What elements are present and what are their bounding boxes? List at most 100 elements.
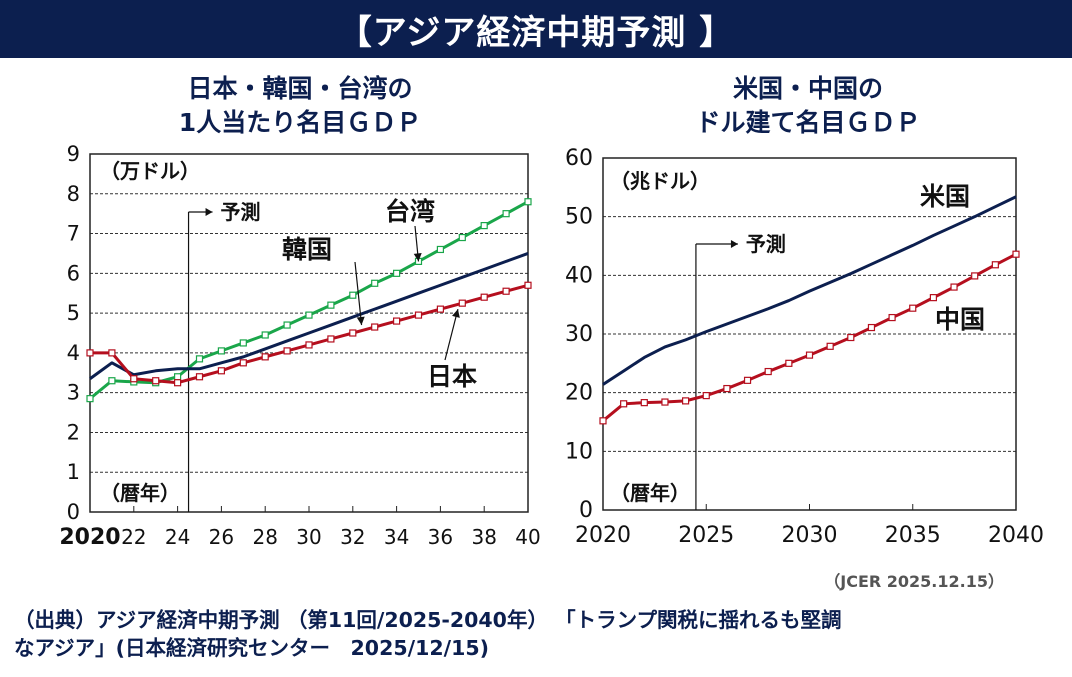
label-pointer-arrowhead xyxy=(452,309,460,318)
y-tick-label: 8 xyxy=(67,182,80,206)
x-unit-label: （暦年） xyxy=(610,481,690,505)
data-point-日本 xyxy=(349,329,357,337)
source-note: （出典）アジア経済中期予測 （第11回/2025-2040年） 「トランプ関税に… xyxy=(14,606,1064,662)
label-pointer-arrowhead xyxy=(356,316,365,326)
data-point-台湾 xyxy=(174,373,182,381)
data-point-台湾 xyxy=(371,279,379,287)
data-point-中国 xyxy=(723,384,731,393)
forecast-arrowhead xyxy=(205,208,213,216)
data-point-日本 xyxy=(436,305,444,313)
data-point-台湾 xyxy=(458,233,466,242)
series-line-米国 xyxy=(602,195,1017,386)
y-tick-label: 7 xyxy=(67,222,80,246)
data-point-日本 xyxy=(217,367,225,375)
banner-title: 【アジア経済中期予測 】 xyxy=(337,12,735,53)
y-tick-label: 2 xyxy=(67,420,80,444)
data-point-日本 xyxy=(480,293,488,301)
y-tick-label: 0 xyxy=(67,500,80,524)
left-chart-title: 日本・韓国・台湾の 1人当たり名目ＧＤＰ xyxy=(95,72,505,140)
forecast-label: 予測 xyxy=(746,232,786,256)
right-chart-title-line2: ドル建て名目ＧＤＰ xyxy=(695,108,921,137)
y-tick-label: 50 xyxy=(565,205,593,230)
data-point-日本 xyxy=(327,335,335,343)
data-point-日本 xyxy=(524,281,532,289)
data-point-日本 xyxy=(130,375,138,383)
data-point-日本 xyxy=(305,341,313,349)
data-point-中国 xyxy=(929,294,937,302)
forecast-label: 予測 xyxy=(221,200,261,224)
series-label-台湾: 台湾 xyxy=(385,197,435,226)
data-point-中国 xyxy=(888,313,896,322)
data-point-日本 xyxy=(86,349,94,357)
series-label-日本: 日本 xyxy=(427,362,477,391)
data-point-日本 xyxy=(195,373,204,381)
data-point-台湾 xyxy=(502,210,510,218)
label-pointer-line xyxy=(354,261,363,326)
data-point-日本 xyxy=(502,287,510,295)
data-point-日本 xyxy=(152,377,160,385)
y-tick-label: 10 xyxy=(565,439,593,464)
y-tick-label: 40 xyxy=(565,263,593,288)
y-tick-label: 30 xyxy=(565,322,593,347)
x-unit-label: （暦年） xyxy=(100,481,180,505)
data-point-日本 xyxy=(261,353,269,361)
data-point-日本 xyxy=(393,317,401,325)
x-tick-label: 24 xyxy=(165,525,190,549)
y-tick-label: 4 xyxy=(67,341,80,365)
x-tick-label: 2030 xyxy=(782,523,838,548)
y-tick-label: 1 xyxy=(67,460,80,484)
x-tick-label: 30 xyxy=(296,525,321,549)
data-point-中国 xyxy=(702,392,710,400)
data-point-日本 xyxy=(239,359,247,367)
data-point-日本 xyxy=(414,311,423,319)
data-point-中国 xyxy=(867,323,876,332)
y-tick-label: 0 xyxy=(579,498,593,523)
x-tick-label: 38 xyxy=(471,525,496,549)
series-label-米国: 米国 xyxy=(920,182,970,211)
data-point-台湾 xyxy=(217,347,225,355)
data-point-台湾 xyxy=(524,198,532,206)
data-point-台湾 xyxy=(480,221,488,230)
credit-text: （JCER 2025.12.15） xyxy=(824,572,1004,591)
data-point-台湾 xyxy=(327,301,335,309)
series-label-中国: 中国 xyxy=(935,305,985,334)
data-point-日本 xyxy=(283,347,291,355)
x-tick-label: 2035 xyxy=(885,523,941,548)
right-chart-title: 米国・中国の ドル建て名目ＧＤＰ xyxy=(598,72,1018,140)
y-tick-label: 9 xyxy=(67,142,80,166)
data-point-中国 xyxy=(785,359,793,367)
data-point-中国 xyxy=(909,304,917,312)
y-tick-label: 20 xyxy=(565,381,593,406)
data-point-日本 xyxy=(371,323,379,331)
data-point-台湾 xyxy=(349,291,357,299)
data-point-中国 xyxy=(640,399,648,407)
data-point-中国 xyxy=(805,351,814,359)
right-chart-title-line1: 米国・中国の xyxy=(732,74,883,103)
data-point-中国 xyxy=(620,400,628,408)
y-unit-label: （兆ドル） xyxy=(610,169,710,193)
series-label-韓国: 韓国 xyxy=(282,235,332,264)
left-chart-title-line1: 日本・韓国・台湾の xyxy=(187,74,413,103)
banner: 【アジア経済中期予測 】 xyxy=(0,0,1072,58)
data-point-台湾 xyxy=(108,377,116,385)
left-chart-title-line2: 1人当たり名目ＧＤＰ xyxy=(178,108,422,137)
x-tick-label: 2020 xyxy=(575,523,631,548)
data-point-台湾 xyxy=(239,339,247,347)
data-point-中国 xyxy=(764,367,772,376)
data-point-台湾 xyxy=(195,355,204,363)
y-tick-label: 5 xyxy=(67,301,80,325)
data-point-日本 xyxy=(174,379,182,387)
series-line-韓国 xyxy=(89,252,529,380)
x-tick-label: 40 xyxy=(515,525,540,549)
label-pointer-arrowhead xyxy=(413,253,422,262)
data-point-日本 xyxy=(108,349,116,357)
data-point-中国 xyxy=(599,417,607,425)
data-point-台湾 xyxy=(283,321,291,329)
x-tick-label: 22 xyxy=(121,525,146,549)
y-tick-label: 60 xyxy=(565,146,593,171)
x-tick-label: 2040 xyxy=(988,523,1044,548)
data-point-中国 xyxy=(991,261,999,269)
x-tick-label: 2020 xyxy=(59,525,120,550)
x-tick-label: 32 xyxy=(340,525,365,549)
